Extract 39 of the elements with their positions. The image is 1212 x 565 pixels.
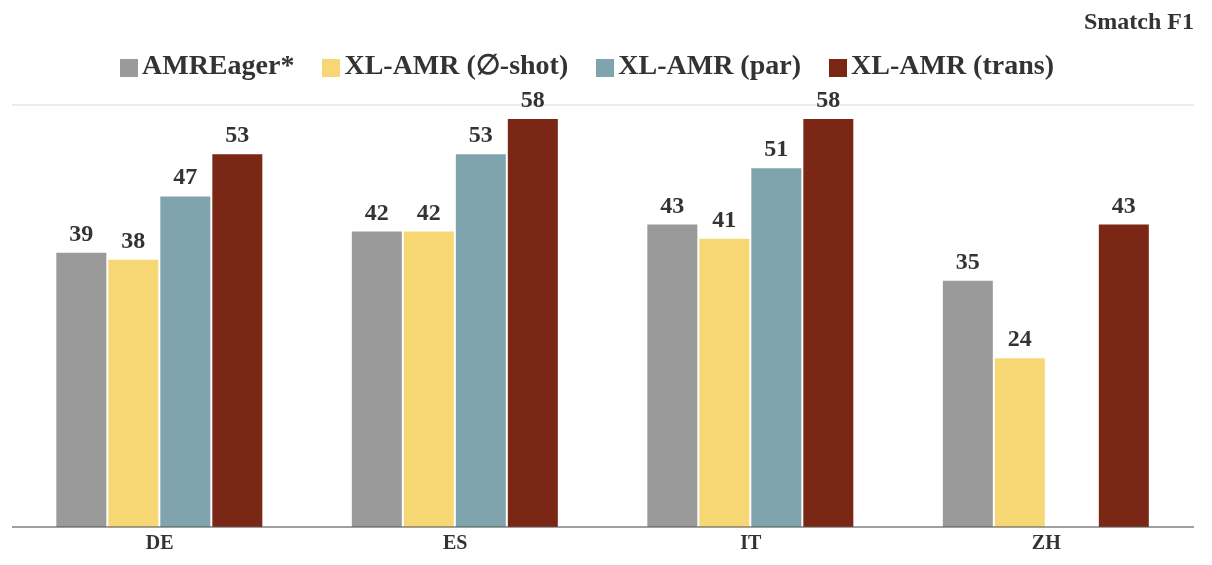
bar — [803, 119, 854, 527]
data-label: 51 — [764, 135, 789, 162]
data-label: 41 — [712, 205, 737, 232]
bar — [1098, 224, 1149, 527]
data-label: 42 — [364, 198, 389, 225]
bar — [56, 252, 107, 527]
data-label: 35 — [955, 247, 980, 274]
bar — [507, 119, 558, 527]
x-tick-label: DE — [145, 531, 174, 554]
data-label: 43 — [1111, 191, 1136, 218]
data-label: 39 — [69, 219, 94, 246]
bar — [403, 231, 454, 527]
data-label: 53 — [225, 121, 250, 148]
bar — [455, 154, 506, 527]
data-label: 47 — [173, 163, 198, 190]
data-label: 38 — [121, 226, 146, 253]
bar — [699, 238, 750, 527]
x-tick-label: ES — [443, 531, 468, 554]
bar — [108, 259, 159, 527]
bar — [942, 280, 993, 527]
data-label: 53 — [468, 121, 493, 148]
legend-label: AMREager* — [142, 49, 295, 80]
chart-title: Smatch F1 — [1083, 8, 1195, 36]
data-label: 58 — [520, 86, 545, 113]
bar — [647, 224, 698, 527]
bar — [212, 154, 263, 527]
x-tick-label: ZH — [1031, 531, 1062, 554]
legend-label: XL-AMR (trans) — [851, 49, 1054, 80]
x-tick-label: IT — [740, 531, 762, 554]
data-label: 43 — [660, 191, 685, 218]
legend-label: XL-AMR (∅-shot) — [344, 49, 569, 80]
data-label: 42 — [416, 198, 441, 225]
bar — [994, 358, 1045, 527]
data-label: 58 — [816, 86, 841, 113]
bar — [160, 196, 211, 527]
legend-label: XL-AMR (par) — [618, 49, 802, 80]
bar — [351, 231, 402, 527]
bar — [751, 168, 802, 527]
data-label: 24 — [1007, 325, 1032, 352]
